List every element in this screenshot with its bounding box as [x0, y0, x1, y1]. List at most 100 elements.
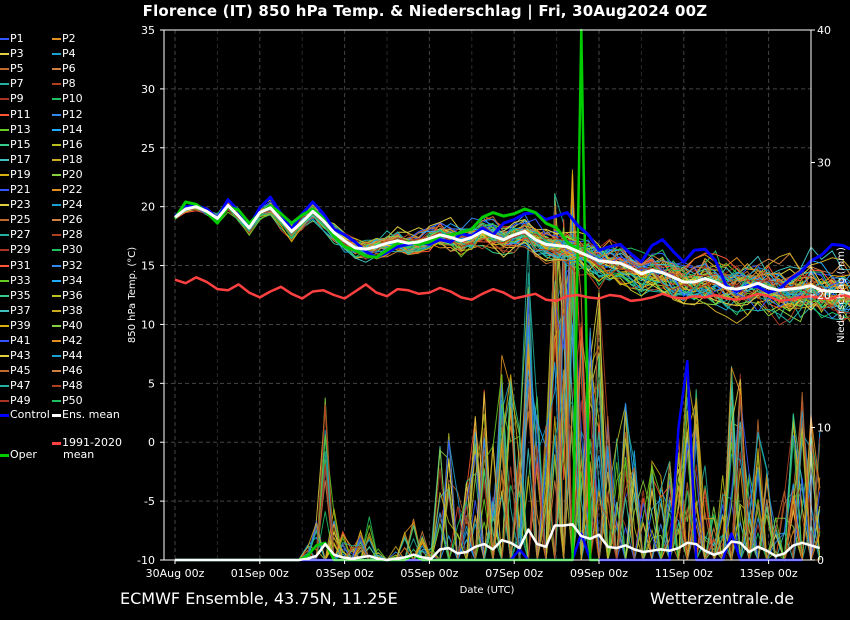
- legend-label: P20: [62, 167, 83, 181]
- legend-swatch: [0, 400, 9, 403]
- legend-label: 1991-2020: [62, 436, 122, 449]
- legend-item-p37: P37: [0, 304, 31, 317]
- legend-item-p11: P11: [0, 107, 31, 121]
- legend-swatch: [52, 340, 61, 342]
- legend-item-p31: P31: [0, 259, 31, 272]
- y-tick-left: 5: [148, 377, 155, 390]
- legend-swatch: [52, 370, 61, 373]
- legend-item-p40: P40: [52, 319, 83, 332]
- legend-label: P46: [62, 364, 83, 378]
- legend-item-oper: Oper: [0, 449, 37, 461]
- legend-label: Control: [10, 408, 50, 421]
- legend-swatch: [52, 355, 61, 358]
- legend-label: P15: [10, 137, 31, 151]
- legend-label: P12: [62, 107, 83, 121]
- legend-item-p33: P33: [0, 273, 31, 287]
- y-tick-left: 10: [141, 318, 155, 331]
- legend-swatch: [0, 113, 9, 116]
- legend-item-p30: P30: [52, 244, 83, 256]
- legend-item-p24: P24: [52, 199, 83, 211]
- legend-label: P38: [62, 303, 83, 317]
- legend-label: P11: [10, 107, 31, 121]
- legend-item-p8: P8: [52, 78, 76, 90]
- legend-label: P1: [10, 32, 24, 45]
- legend-swatch: [0, 340, 9, 342]
- temp-climate-line: [174, 276, 850, 303]
- legend-item-p35: P35: [0, 289, 31, 302]
- legend-label: P10: [62, 92, 83, 106]
- legend-label: P42: [62, 334, 83, 347]
- legend-swatch: [0, 453, 9, 457]
- legend-swatch: [52, 249, 61, 252]
- legend-label: P5: [10, 62, 24, 76]
- legend-swatch: [0, 143, 9, 146]
- y-tick-left: 25: [141, 142, 155, 155]
- y-tick-right: 40: [817, 24, 831, 37]
- legend-swatch: [52, 400, 61, 403]
- y-tick-right: 0: [817, 554, 824, 567]
- x-tick-label: 05Sep 00z: [400, 567, 458, 580]
- y-axis-label-left: 850 hPa Temp. (°C): [127, 247, 138, 343]
- legend-swatch: [0, 53, 9, 56]
- legend-item-p29: P29: [0, 244, 31, 256]
- legend-swatch: [0, 385, 9, 388]
- legend-label: P47: [10, 379, 31, 393]
- legend-item-p44: P44: [52, 350, 83, 362]
- legend-label: P34: [62, 273, 83, 287]
- legend-swatch: [52, 294, 61, 297]
- legend-label: P9: [10, 92, 24, 106]
- legend-swatch: [52, 173, 61, 176]
- legend-item-p17: P17: [0, 153, 31, 166]
- legend-item-p18: P18: [52, 152, 83, 166]
- legend-label: P33: [10, 273, 31, 287]
- legend-item-p41: P41: [0, 335, 31, 347]
- legend-swatch: [52, 204, 61, 207]
- legend-label: P22: [62, 183, 83, 196]
- legend-swatch: [0, 173, 9, 176]
- legend-item-p19: P19: [0, 168, 31, 181]
- legend-label: P21: [10, 183, 31, 196]
- legend-swatch: [0, 128, 9, 131]
- temp-member-P50: [174, 204, 850, 306]
- legend-item-p46: P46: [52, 365, 83, 377]
- temp-ens-mean-line: [174, 204, 850, 296]
- legend-item-p42: P42: [52, 335, 83, 347]
- legend-swatch: [52, 219, 61, 222]
- x-tick-label: 07Sep 00z: [485, 567, 543, 580]
- legend-label: P27: [10, 228, 31, 242]
- legend-item-ens-mean: Ens. mean: [52, 409, 120, 421]
- legend-item-p22: P22: [52, 184, 83, 196]
- y-tick-left: 20: [141, 201, 155, 214]
- legend-label: P43: [10, 349, 31, 363]
- legend-swatch: [52, 413, 61, 417]
- legend-swatch: [0, 324, 9, 327]
- legend-label: Oper: [10, 448, 37, 461]
- legend-item-p39: P39: [0, 319, 31, 332]
- legend-swatch: [52, 441, 61, 445]
- legend-item-p14: P14: [52, 123, 83, 136]
- legend-swatch: [0, 413, 9, 417]
- legend-swatch: [52, 279, 61, 282]
- legend-item-p48: P48: [52, 380, 83, 392]
- temp-member-P49: [174, 204, 850, 314]
- legend-item-p45: P45: [0, 365, 31, 377]
- legend-label: P2: [62, 32, 76, 45]
- legend-swatch: [52, 53, 61, 56]
- legend-item-p47: P47: [0, 380, 31, 392]
- legend-swatch: [0, 158, 9, 161]
- legend-label: P25: [10, 213, 31, 227]
- legend-item-p3: P3: [0, 48, 24, 60]
- legend-swatch: [0, 219, 9, 222]
- legend-label: Ens. mean: [62, 408, 120, 421]
- legend-swatch: [0, 264, 9, 267]
- x-tick-label: 01Sep 00z: [231, 567, 289, 580]
- legend-label: P36: [62, 288, 83, 302]
- legend: P1 P2 P3 P4 P5 P6 P7 P8 P9 P10 P11 P12 P13 P14 P15 P16 P…: [0, 30, 135, 470]
- legend-label: P18: [62, 152, 83, 166]
- model-location-label: ECMWF Ensemble, 43.75N, 11.25E: [120, 589, 398, 608]
- legend-swatch: [0, 279, 9, 282]
- legend-item-p15: P15: [0, 137, 31, 151]
- y-tick-left: 0: [148, 436, 155, 449]
- source-label: Wetterzentrale.de: [650, 589, 795, 608]
